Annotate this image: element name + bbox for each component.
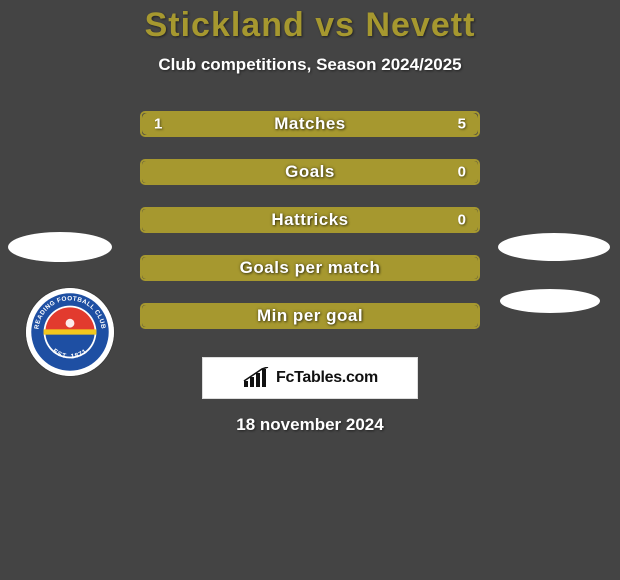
club-crest: READING FOOTBALL CLUB EST. 1871 <box>26 288 114 376</box>
content-area: Matches 1 5 Goals 0 Hattricks 0 Goals per match… <box>0 111 620 435</box>
datestamp: 18 november 2024 <box>0 415 620 435</box>
stat-bar-label: Goals <box>285 162 335 182</box>
bars-icon <box>242 367 272 389</box>
stat-bar-value-right: 0 <box>458 212 466 229</box>
stat-bar-value-right: 5 <box>458 116 466 133</box>
placeholder-ellipse <box>498 233 610 261</box>
attribution-text: FcTables.com <box>276 369 378 387</box>
stat-bar: Goals per match <box>140 255 480 281</box>
stat-bar-value-left: 1 <box>154 116 162 133</box>
club-crest-svg: READING FOOTBALL CLUB EST. 1871 <box>26 288 114 376</box>
stat-bar-label: Matches <box>274 114 346 134</box>
page-title: Stickland vs Nevett <box>0 0 620 45</box>
comparison-bars: Matches 1 5 Goals 0 Hattricks 0 Goals per match… <box>140 111 480 329</box>
stat-bar: Matches 1 5 <box>140 111 480 137</box>
attribution-box: FcTables.com <box>202 357 418 399</box>
stat-bar: Min per goal <box>140 303 480 329</box>
stat-bar-label: Goals per match <box>240 258 381 278</box>
stat-bar: Goals 0 <box>140 159 480 185</box>
placeholder-ellipse <box>500 289 600 313</box>
stat-bar-label: Hattricks <box>271 210 348 230</box>
stat-bar: Hattricks 0 <box>140 207 480 233</box>
placeholder-ellipse <box>8 232 112 262</box>
page-subtitle: Club competitions, Season 2024/2025 <box>0 55 620 75</box>
stat-bar-label: Min per goal <box>257 306 363 326</box>
comparison-infographic: Stickland vs Nevett Club competitions, S… <box>0 0 620 580</box>
stat-bar-value-right: 0 <box>458 164 466 181</box>
stat-bar-fill-left <box>142 113 199 135</box>
